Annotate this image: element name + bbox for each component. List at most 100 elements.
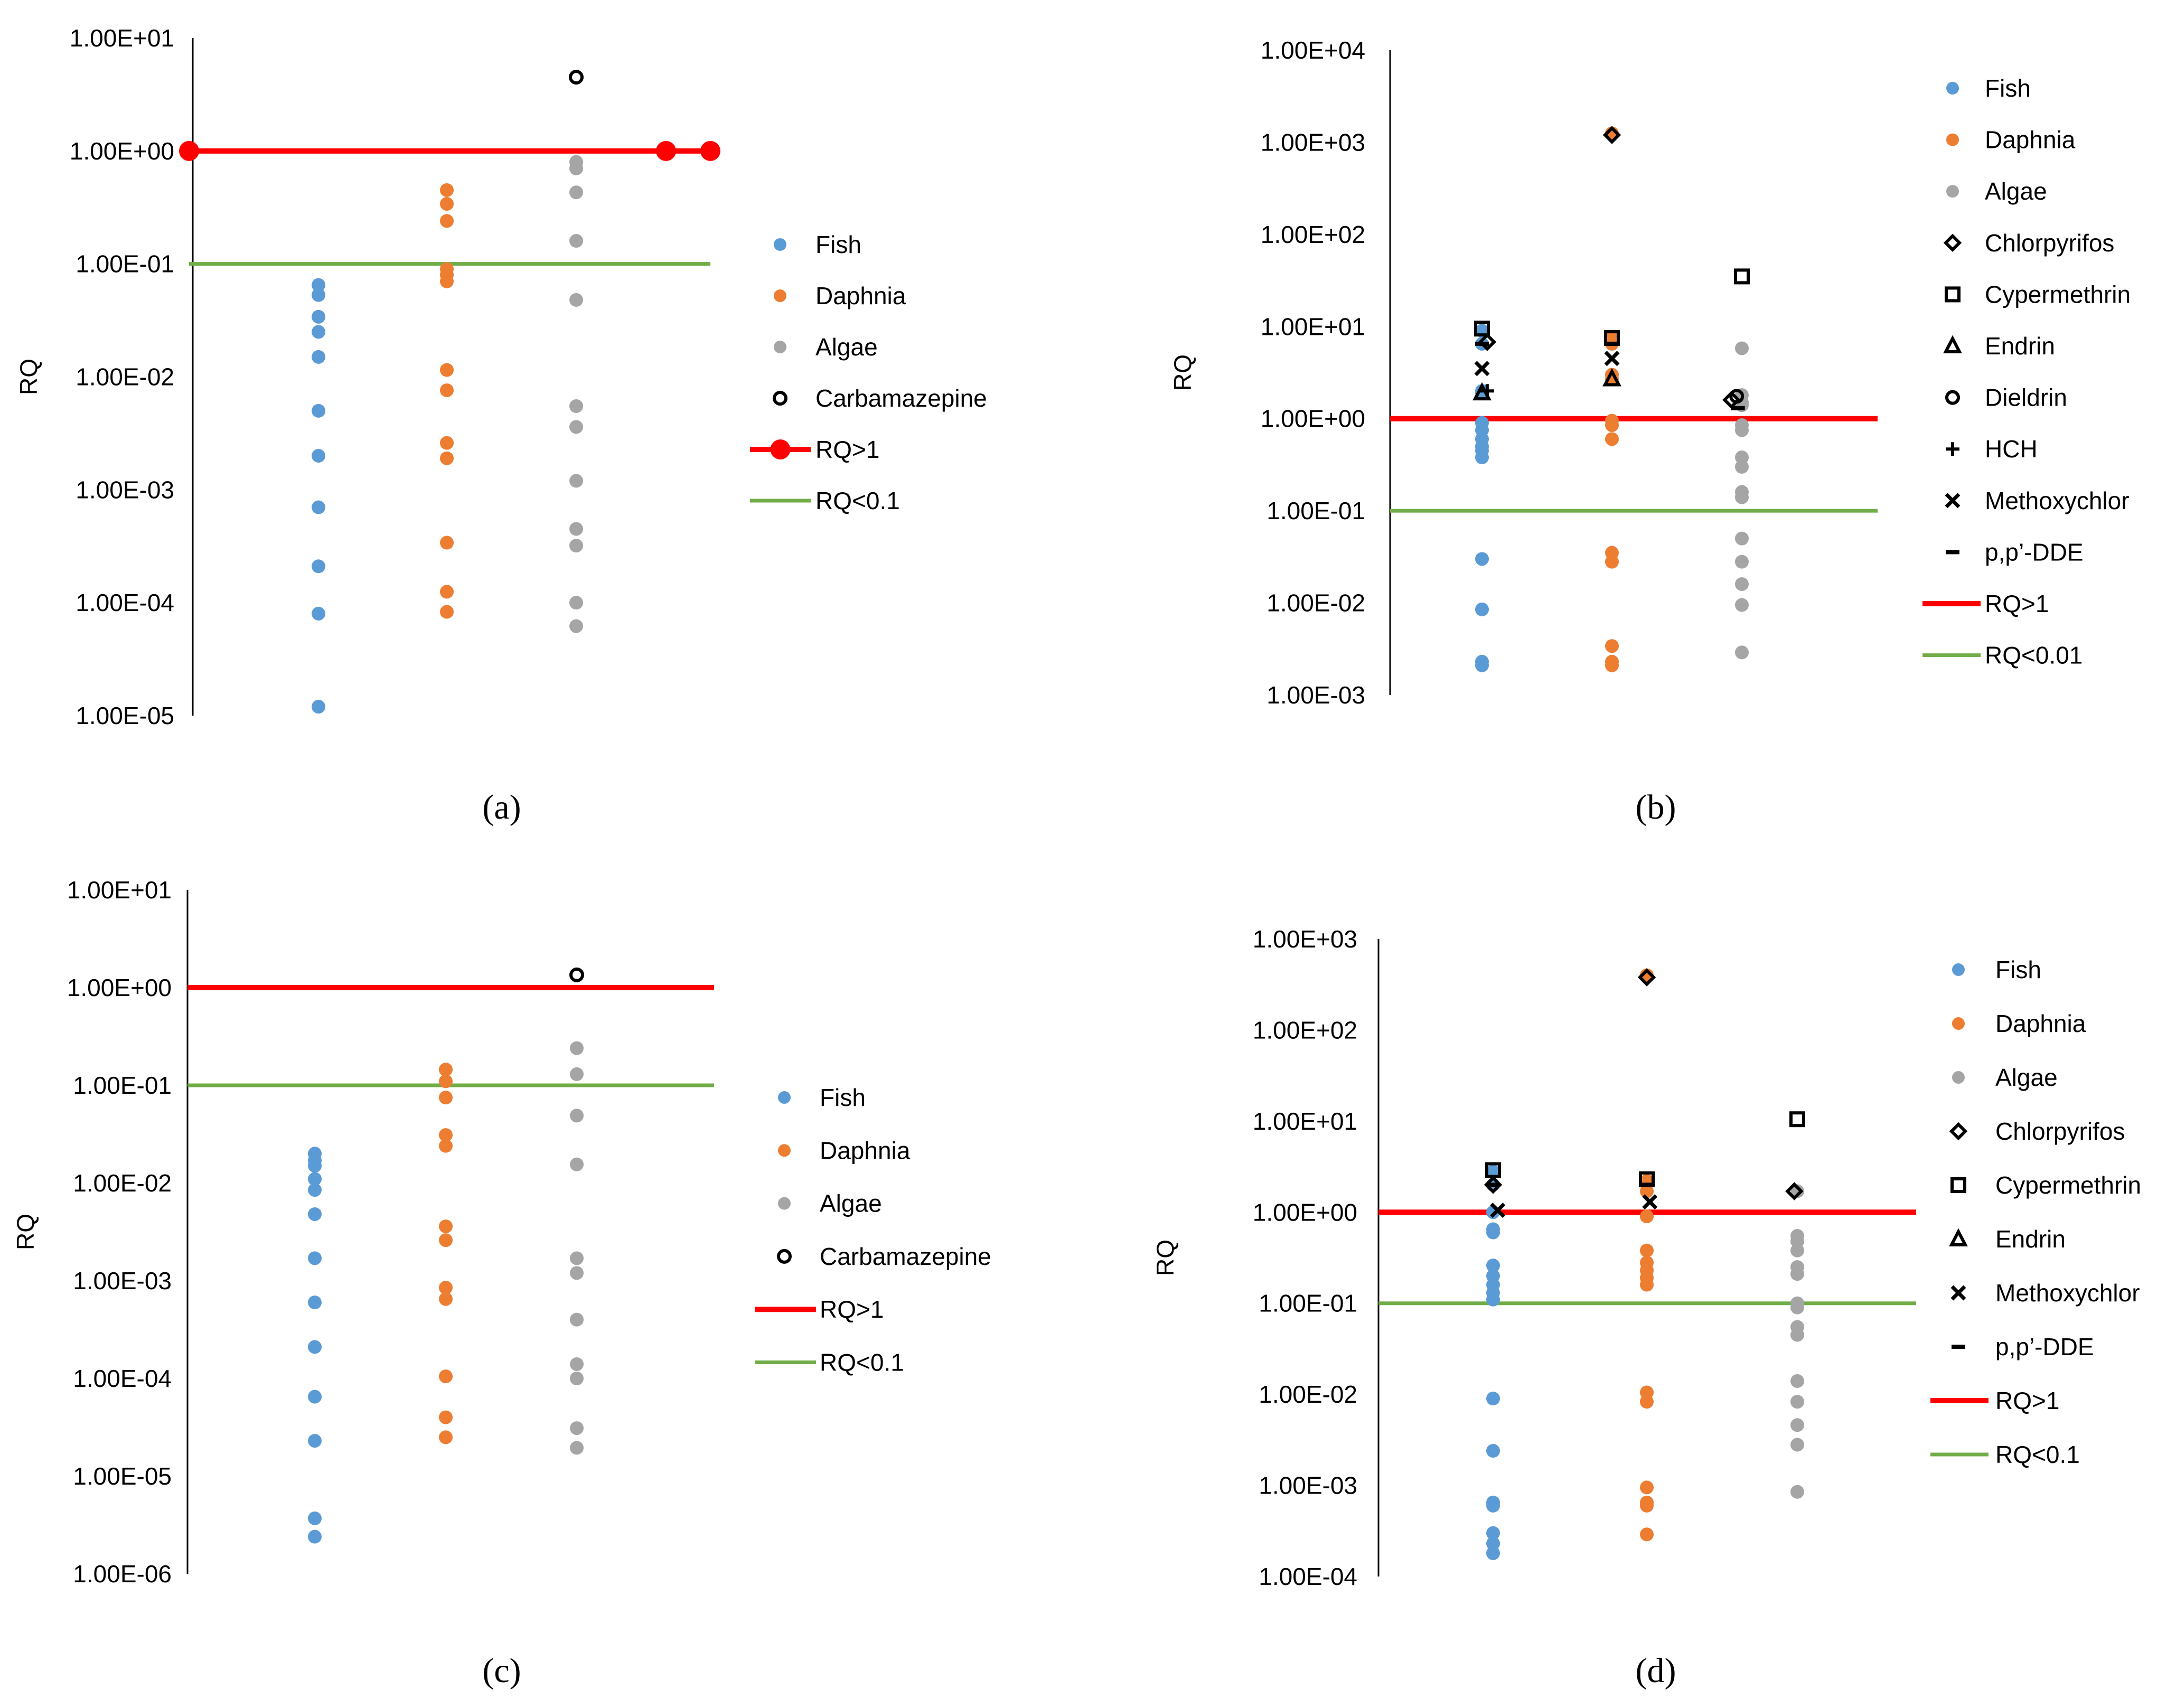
data-point	[440, 436, 454, 450]
data-point	[570, 1041, 584, 1055]
data-point	[569, 399, 583, 414]
data-point	[439, 1074, 453, 1088]
legend-swatch	[778, 1091, 791, 1104]
y-tick-label: 1.00E+00	[70, 137, 174, 165]
data-point	[1602, 126, 1621, 144]
legend-label: RQ<0.01	[1985, 642, 2083, 669]
data-point	[308, 1159, 322, 1173]
series-daphnia	[1605, 126, 1619, 672]
legend-swatch	[1952, 1071, 1965, 1084]
y-tick-label: 1.00E-04	[73, 1365, 172, 1392]
data-point	[1790, 1485, 1804, 1499]
series-daphnia	[440, 183, 454, 619]
legend-item-algae: Algae	[1946, 177, 2047, 205]
reference-line-marker	[700, 140, 720, 161]
legend-swatch	[1946, 133, 1959, 146]
data-point	[570, 1109, 584, 1123]
legend-swatch	[777, 1249, 792, 1264]
data-point	[1640, 1498, 1654, 1513]
data-point	[1474, 361, 1490, 377]
legend-item-fish: Fish	[774, 231, 861, 258]
data-point	[1735, 451, 1749, 465]
data-point	[1640, 1184, 1654, 1198]
panel-label: (b)	[1636, 788, 1676, 827]
data-point	[570, 1251, 584, 1265]
data-point	[1785, 1182, 1804, 1200]
legend-item-algae: Algae	[774, 333, 878, 361]
data-point	[1486, 1498, 1500, 1513]
data-point	[1604, 351, 1620, 367]
y-tick-label: 1.00E+00	[67, 974, 172, 1001]
data-point	[569, 522, 583, 536]
series-daphnia	[439, 1063, 453, 1444]
panel-label: (d)	[1636, 1651, 1676, 1690]
y-tick-label: 1.00E+03	[1261, 128, 1365, 156]
legend-item-rq-1: RQ>1	[750, 436, 879, 463]
legend-item-p-p-dde: p,p’-DDE	[1952, 1333, 2094, 1360]
legend-swatch	[1952, 1345, 1965, 1349]
data-point	[1486, 1392, 1500, 1406]
data-point	[1789, 1111, 1805, 1128]
legend-label: p,p’-DDE	[1985, 538, 2084, 566]
legend-item-rq-1: RQ>1	[1922, 590, 2049, 617]
data-point	[440, 585, 454, 599]
legend-item-methoxychlor: Methoxychlor	[1945, 487, 2130, 514]
data-point	[312, 448, 325, 463]
data-point	[1474, 321, 1490, 337]
series-dieldrin	[1729, 389, 1744, 404]
legend-label: Fish	[1985, 74, 2031, 102]
data-point	[1735, 598, 1749, 612]
data-point	[1475, 552, 1489, 566]
legend-item-chlorpyrifos: Chlorpyrifos	[1943, 229, 2114, 257]
series-daphnia	[1640, 968, 1654, 1542]
legend-item-algae: Algae	[1952, 1064, 2058, 1091]
y-tick-label: 1.00E+03	[1253, 925, 1357, 953]
legend-swatch	[774, 238, 786, 251]
data-point	[569, 234, 583, 248]
y-tick-label: 1.00E+01	[67, 876, 172, 904]
legend-swatch	[1943, 233, 1962, 252]
data-point	[1605, 432, 1619, 446]
data-point	[1642, 1194, 1658, 1210]
y-tick-label: 1.00E+04	[1261, 36, 1365, 64]
y-tick-label: 1.00E+01	[1261, 313, 1365, 340]
data-point	[308, 1207, 322, 1221]
series-carbamazepine	[569, 967, 584, 982]
data-point	[439, 1369, 453, 1384]
series-methoxychlor	[1490, 1194, 1658, 1218]
legend-swatch	[1945, 493, 1961, 509]
data-point	[1486, 1259, 1500, 1273]
data-point	[1485, 1162, 1501, 1178]
data-point	[1640, 1480, 1654, 1495]
data-point	[440, 214, 454, 228]
data-point	[1486, 1526, 1500, 1540]
y-tick-label: 1.00E-01	[76, 250, 174, 278]
data-point	[570, 1312, 584, 1327]
data-point	[1490, 1203, 1506, 1218]
data-point	[312, 325, 325, 339]
data-point	[1735, 645, 1749, 660]
y-tick-label: 1.00E-02	[73, 1169, 172, 1197]
legend: Fish Daphnia Algae Carbamazepine RQ>1 RQ<0.1	[755, 1084, 991, 1376]
y-tick-label: 1.00E-01	[1267, 497, 1365, 524]
data-point	[439, 1128, 453, 1142]
series-fish	[1475, 324, 1489, 672]
data-point	[1478, 333, 1497, 351]
legend-item-daphnia: Daphnia	[774, 282, 906, 309]
reference-line-marker	[179, 140, 199, 161]
legend-label: Algae	[1985, 177, 2047, 205]
legend-swatch	[773, 391, 787, 406]
reference-line-marker	[656, 140, 676, 161]
data-point	[312, 700, 325, 714]
legend-label: Methoxychlor	[1995, 1279, 2140, 1307]
series-p-p-dde	[1475, 341, 1745, 410]
data-point	[570, 1266, 584, 1280]
data-point	[440, 197, 454, 211]
data-point	[1790, 1184, 1804, 1198]
data-point	[1790, 1243, 1804, 1257]
y-tick-label: 1.00E-02	[1259, 1381, 1357, 1408]
series-fish	[312, 278, 325, 714]
data-point	[569, 539, 583, 553]
data-point	[312, 403, 325, 418]
